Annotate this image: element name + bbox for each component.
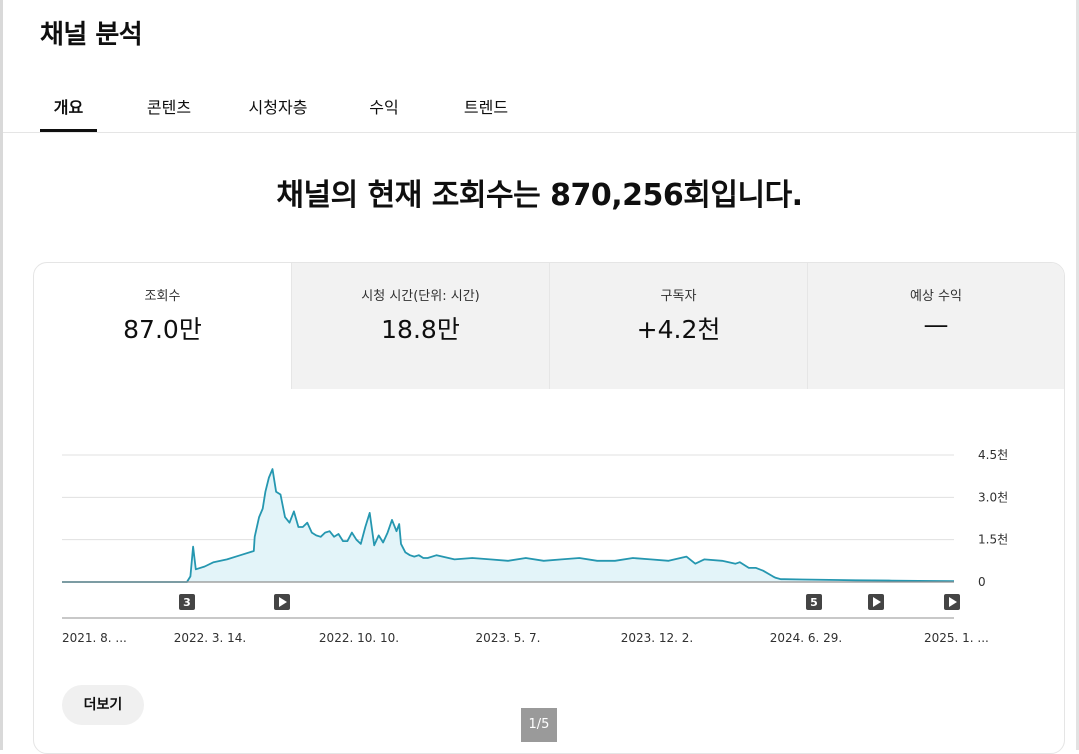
analytics-card: 조회수 87.0만 시청 시간(단위: 시간) 18.8만 구독자 +4.2천 … bbox=[33, 262, 1065, 754]
tab-revenue[interactable]: 수익 bbox=[369, 98, 399, 117]
views-chart[interactable]: 4.5천 3.0천 1.5천 0 3 5 2021. 8. ... 2022. 3. 14. 2… bbox=[34, 263, 1064, 753]
y-tick-label: 4.5천 bbox=[978, 447, 1008, 462]
x-tick-label: 2021. 8. ... bbox=[62, 631, 127, 645]
tab-audience[interactable]: 시청자층 bbox=[248, 98, 308, 117]
y-tick-label: 1.5천 bbox=[978, 532, 1008, 547]
y-tick-label: 0 bbox=[978, 575, 986, 589]
metric-label: 예상 수익 bbox=[910, 289, 962, 304]
page-indicator: 1/5 bbox=[521, 708, 557, 742]
metric-value: +4.2천 bbox=[636, 315, 721, 344]
metric-value: 18.8만 bbox=[381, 315, 460, 344]
metric-subscribers[interactable]: 구독자 +4.2천 bbox=[549, 263, 807, 389]
play-icon bbox=[949, 597, 957, 607]
tab-content[interactable]: 콘텐츠 bbox=[146, 98, 192, 117]
chart-line bbox=[62, 468, 955, 583]
chart-area bbox=[62, 469, 954, 582]
page-title: 채널 분석 bbox=[40, 20, 143, 50]
metric-revenue[interactable]: 예상 수익 — bbox=[807, 263, 1064, 389]
metric-watch-time[interactable]: 시청 시간(단위: 시간) 18.8만 bbox=[291, 263, 549, 389]
x-tick-label: 2024. 6. 29. bbox=[770, 631, 843, 645]
x-tick-label: 2022. 3. 14. bbox=[174, 631, 247, 645]
tab-trends[interactable]: 트렌드 bbox=[463, 98, 509, 117]
marker-label: 3 bbox=[183, 596, 191, 609]
more-button[interactable]: 더보기 bbox=[62, 685, 144, 725]
event-marker bbox=[806, 594, 822, 610]
event-marker bbox=[179, 594, 195, 610]
right-border bbox=[1076, 0, 1079, 750]
left-border bbox=[0, 0, 3, 750]
x-tick-label: 2023. 12. 2. bbox=[621, 631, 694, 645]
play-icon bbox=[873, 597, 881, 607]
metric-views[interactable]: 조회수 87.0만 bbox=[34, 263, 291, 389]
marker-label: 5 bbox=[810, 596, 818, 609]
metric-label: 시청 시간(단위: 시간) bbox=[361, 289, 480, 304]
tab-overview[interactable]: 개요 bbox=[40, 86, 97, 132]
y-tick-label: 3.0천 bbox=[978, 489, 1008, 504]
tab-divider bbox=[3, 132, 1076, 133]
metric-label: 구독자 bbox=[660, 289, 697, 304]
play-icon bbox=[279, 597, 287, 607]
metric-label: 조회수 bbox=[144, 289, 181, 304]
headline: 채널의 현재 조회수는 870,256회입니다. bbox=[276, 178, 803, 213]
x-tick-label: 2025. 1. ... bbox=[924, 631, 989, 645]
metric-value: 87.0만 bbox=[123, 315, 202, 344]
x-tick-label: 2022. 10. 10. bbox=[319, 631, 399, 645]
metric-value: — bbox=[923, 310, 949, 339]
x-tick-label: 2023. 5. 7. bbox=[476, 631, 541, 645]
